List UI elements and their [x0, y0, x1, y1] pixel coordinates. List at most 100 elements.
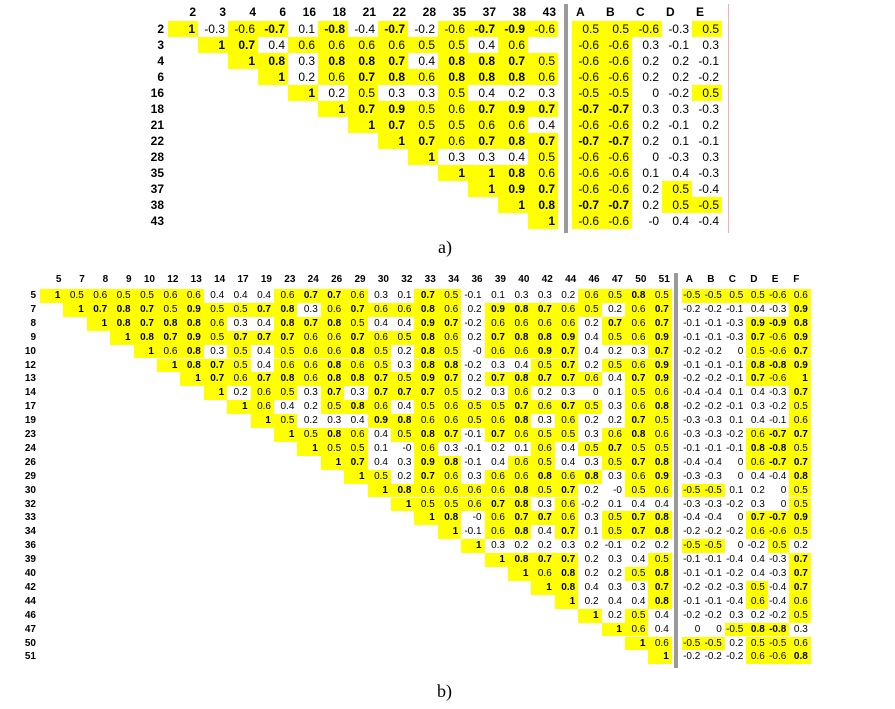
matrix-cell: 0.3	[397, 456, 412, 468]
extra-cell: -0.3	[769, 387, 787, 399]
matrix-cell: 0.1	[514, 442, 529, 454]
matrix-cell: 0.6	[203, 316, 228, 331]
row-header: 14	[24, 387, 36, 399]
matrix-cell: 1	[468, 165, 498, 181]
matrix-cell: 0.6	[528, 165, 558, 181]
extra-cell: -0.2	[683, 401, 701, 413]
extra-cell: -0.2	[704, 526, 722, 538]
extra-cell: -0.6	[602, 53, 632, 69]
extra-cell: -0.4	[698, 214, 719, 228]
column-header: 17	[237, 274, 249, 285]
matrix-cell: 0.6	[468, 117, 498, 133]
extra-cell: 0.6	[789, 289, 811, 303]
matrix-cell: 0.2	[608, 609, 622, 621]
extra-cell: -0.6	[572, 53, 602, 69]
extra-cell: 0.7	[789, 386, 811, 401]
matrix-cell: 1	[438, 165, 468, 181]
matrix-cell: 0.6	[414, 441, 438, 456]
matrix-cell: 0.3	[233, 317, 248, 329]
extra-column-header: E	[771, 274, 779, 285]
extra-cell: -0.8	[767, 441, 790, 456]
matrix-cell: 0.6	[438, 101, 468, 117]
matrix-cell: 0.6	[437, 400, 462, 415]
extra-column-header: B	[606, 5, 615, 19]
extra-cell: -0.3	[683, 415, 701, 427]
extra-cell: 0.5	[746, 580, 768, 595]
matrix-cell: 0.4	[631, 498, 646, 510]
matrix-cell: 0.2	[631, 540, 646, 552]
matrix-cell: 0.3	[537, 290, 552, 301]
matrix-cell: 0.7	[554, 372, 579, 387]
row-header: 37	[150, 182, 164, 196]
matrix-cell: 0.8	[438, 53, 468, 69]
matrix-cell: 0.6	[625, 400, 649, 415]
matrix-cell: 0.4	[654, 609, 669, 621]
matrix-cell: 0.4	[210, 290, 225, 301]
matrix-cell: 0.8	[320, 358, 345, 373]
extra-cell: -0.2	[683, 526, 701, 538]
matrix-cell: 0.7	[274, 330, 298, 345]
extra-column-header: A	[576, 5, 585, 19]
row-header: 35	[150, 166, 164, 180]
matrix-cell: 0.6	[578, 372, 602, 387]
matrix-cell: 1	[157, 358, 181, 373]
matrix-cell: 1	[274, 428, 298, 442]
extra-cell: -0.1	[726, 442, 744, 454]
matrix-cell: 0.1	[608, 387, 622, 399]
extra-cell: -0.5	[681, 636, 704, 651]
matrix-cell: 0.6	[180, 289, 204, 303]
matrix-cell: 0.7	[250, 330, 274, 345]
matrix-cell: 0.5	[227, 358, 251, 373]
extra-cell: 0.6	[789, 636, 811, 651]
matrix-cell: 0.8	[320, 372, 345, 387]
matrix-cell: 0.3	[538, 86, 555, 100]
matrix-cell: 0.1	[397, 290, 412, 301]
extra-cell: 0.8	[789, 316, 811, 331]
matrix-cell: 0.4	[280, 401, 295, 413]
matrix-cell: 0.9	[484, 302, 508, 317]
matrix-cell: 1	[554, 594, 579, 609]
extra-cell: 0.4	[750, 568, 765, 579]
matrix-cell: 0.5	[648, 414, 672, 428]
matrix-cell: 0.9	[414, 316, 438, 331]
matrix-cell: 0.5	[648, 553, 672, 567]
matrix-cell: 0.8	[508, 302, 532, 317]
matrix-cell: 0.8	[648, 400, 672, 415]
matrix-cell: 0.9	[378, 101, 408, 117]
matrix-cell: 0.7	[320, 386, 345, 401]
extra-cell: 0.1	[729, 387, 744, 399]
extra-cell: -0.6	[632, 21, 662, 37]
matrix-cell: 0.6	[437, 302, 462, 317]
matrix-cell: 0.3	[327, 415, 342, 427]
matrix-cell: 0.5	[344, 316, 368, 331]
matrix-cell: 0.7	[468, 101, 498, 117]
column-separator	[673, 273, 678, 669]
matrix-cell: 0.5	[414, 400, 438, 415]
matrix-cell: -0.9	[498, 21, 528, 37]
matrix-cell: 0.8	[437, 455, 462, 470]
extra-cell: 0.2	[672, 54, 689, 68]
extra-cell: 0.2	[642, 182, 659, 196]
extra-cell: 0.9	[789, 330, 811, 345]
matrix-cell: 0.7	[601, 441, 625, 456]
matrix-cell: 0.3	[478, 150, 495, 164]
extra-cell: 0.4	[672, 214, 689, 228]
row-header: 50	[24, 637, 36, 649]
matrix-cell: 1	[348, 117, 378, 133]
extra-cell: 0.6	[746, 428, 768, 442]
extra-cell: 0.1	[642, 166, 659, 180]
column-header: 22	[392, 5, 406, 19]
matrix-cell: 1	[203, 386, 228, 401]
matrix-cell: 1	[320, 455, 345, 470]
matrix-cell: 0.7	[468, 133, 498, 149]
extra-cell: -0.2	[704, 581, 722, 593]
extra-cell: -0.2	[769, 401, 787, 413]
matrix-cell: 0.4	[233, 290, 248, 301]
extra-cell: 0.8	[789, 650, 811, 665]
matrix-cell: 0.4	[608, 373, 622, 385]
matrix-cell: 1	[378, 133, 408, 149]
extra-cell: -0.1	[698, 134, 719, 148]
matrix-cell: 1	[288, 85, 318, 101]
extra-cell: -0.1	[683, 359, 701, 371]
matrix-cell: 0.7	[408, 133, 438, 149]
